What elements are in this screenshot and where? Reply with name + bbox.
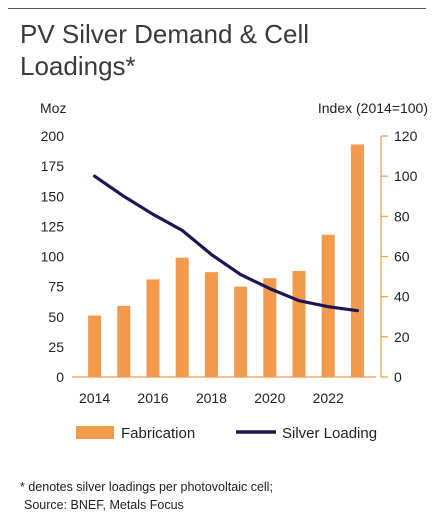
left-tick-label: 200 <box>41 128 65 144</box>
legend-swatch-fabrication <box>76 426 114 439</box>
legend: Fabrication Silver Loading <box>76 425 377 442</box>
bar <box>117 305 131 377</box>
x-tick-label: 2022 <box>313 390 344 406</box>
line-series <box>92 174 359 313</box>
x-axis: 2014 2016 2018 2020 2022 <box>72 376 376 406</box>
legend-label-silver-loading: Silver Loading <box>282 425 377 442</box>
bar <box>146 279 160 377</box>
left-axis: 0 25 50 75 100 125 150 175 200 <box>41 128 65 385</box>
bar <box>263 278 277 377</box>
x-tick-label: 2018 <box>196 390 227 406</box>
bar-series <box>88 144 364 377</box>
left-tick-label: 0 <box>56 369 64 385</box>
right-tick-label: 80 <box>394 208 410 224</box>
bar <box>350 144 364 377</box>
footnote-note: * denotes silver loadings per photovolta… <box>20 480 273 494</box>
bar <box>292 270 306 377</box>
top-rule <box>8 8 426 9</box>
x-tick-label: 2014 <box>79 390 110 406</box>
x-tick-label: 2016 <box>137 390 168 406</box>
right-tick-label: 40 <box>394 289 410 305</box>
left-tick-label: 100 <box>41 249 65 265</box>
left-axis-unit: Moz <box>40 100 66 116</box>
bar <box>175 257 189 377</box>
right-axis-unit: Index (2014=100) <box>318 100 428 116</box>
x-tick-label: 2020 <box>254 390 285 406</box>
left-tick-label: 175 <box>41 158 65 174</box>
silver-loading-line <box>92 174 359 313</box>
left-tick-label: 150 <box>41 188 65 204</box>
bar <box>88 315 102 377</box>
bar <box>204 272 218 377</box>
left-tick-label: 25 <box>48 339 64 355</box>
right-tick-label: 0 <box>394 369 402 385</box>
legend-label-fabrication: Fabrication <box>121 425 195 442</box>
left-tick-label: 50 <box>48 309 64 325</box>
chart-title-line2: Loadings* <box>20 51 136 81</box>
right-tick-label: 20 <box>394 329 410 345</box>
right-tick-label: 120 <box>394 128 418 144</box>
right-tick-label: 60 <box>394 249 410 265</box>
chart-title-line1: PV Silver Demand & Cell <box>20 19 309 49</box>
chart-canvas: Moz Index (2014=100) 0 25 50 75 100 125 150 175… <box>40 100 428 442</box>
bar <box>234 286 248 377</box>
right-tick-label: 100 <box>394 168 418 184</box>
chart-title: PV Silver Demand & Cell Loadings* <box>20 18 420 82</box>
footnote: * denotes silver loadings per photovolta… <box>20 478 420 514</box>
right-axis: 0 20 40 60 80 100 120 <box>380 128 418 385</box>
left-tick-label: 125 <box>41 218 65 234</box>
footnote-source: Source: BNEF, Metals Focus <box>24 498 184 512</box>
left-tick-label: 75 <box>48 279 64 295</box>
